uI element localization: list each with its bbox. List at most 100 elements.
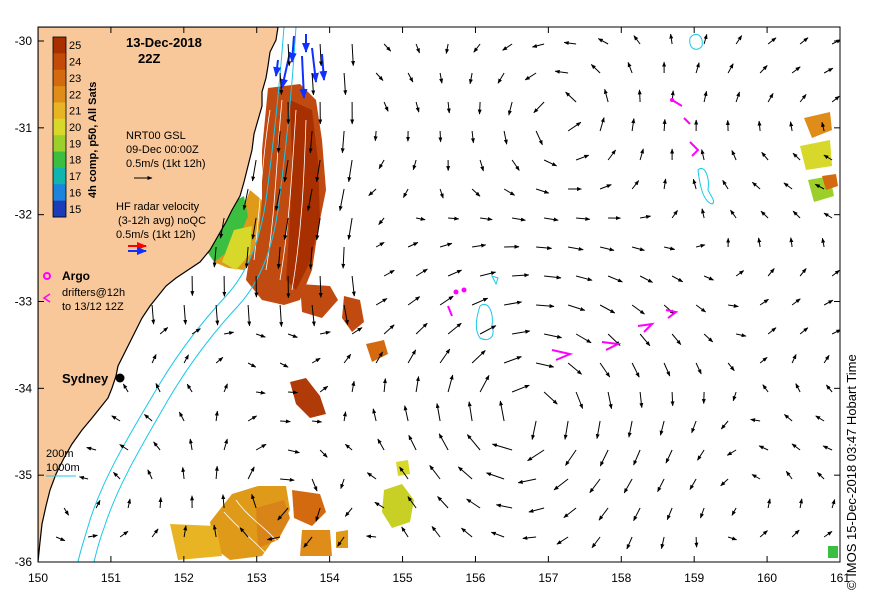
current-arrow bbox=[791, 66, 801, 74]
current-arrow bbox=[639, 333, 651, 347]
current-arrow bbox=[308, 246, 313, 270]
current-arrow bbox=[553, 478, 569, 491]
current-arrow bbox=[223, 383, 228, 393]
current-arrow bbox=[158, 497, 163, 509]
current-arrow bbox=[703, 33, 708, 45]
y-tick-label: -31 bbox=[15, 121, 33, 135]
colorbar-segment bbox=[53, 37, 66, 54]
current-arrow bbox=[223, 438, 228, 451]
current-arrow bbox=[95, 499, 101, 509]
current-arrow bbox=[479, 271, 497, 277]
current-arrow bbox=[799, 268, 807, 277]
current-arrow bbox=[591, 536, 601, 549]
current-arrow bbox=[151, 353, 157, 364]
current-arrow bbox=[340, 130, 345, 154]
current-arrow bbox=[512, 329, 531, 335]
current-arrow bbox=[823, 212, 833, 219]
current-arrow bbox=[535, 188, 550, 194]
current-arrow bbox=[402, 188, 409, 198]
current-arrow bbox=[344, 507, 353, 517]
current-arrow bbox=[757, 237, 762, 248]
current-arrow bbox=[280, 477, 295, 482]
current-arrow bbox=[700, 149, 705, 161]
current-vectors bbox=[55, 33, 840, 550]
current-arrow bbox=[631, 246, 645, 252]
current-arrow bbox=[544, 217, 559, 222]
current-arrow bbox=[821, 237, 826, 248]
current-arrow bbox=[343, 72, 348, 96]
current-arrow bbox=[750, 418, 761, 423]
current-arrow bbox=[183, 304, 188, 325]
current-arrow bbox=[575, 333, 592, 344]
current-arrow bbox=[631, 362, 640, 378]
colorbar-tick-label: 20 bbox=[69, 122, 81, 134]
current-arrow bbox=[599, 246, 615, 252]
current-arrow bbox=[791, 529, 800, 538]
offshore-contours bbox=[475, 33, 715, 340]
current-arrow bbox=[831, 499, 836, 509]
current-arrow bbox=[512, 217, 526, 222]
current-arrow bbox=[823, 354, 830, 364]
current-arrow bbox=[795, 383, 801, 393]
current-arrow bbox=[277, 507, 289, 521]
current-arrow bbox=[522, 535, 537, 540]
current-arrow bbox=[691, 420, 697, 434]
current-arrow bbox=[341, 246, 346, 269]
current-arrow bbox=[767, 327, 777, 335]
current-arrow bbox=[373, 130, 378, 142]
current-arrow bbox=[212, 246, 217, 268]
current-arrow bbox=[831, 269, 840, 277]
current-arrow bbox=[599, 304, 616, 314]
current-arrow bbox=[689, 478, 697, 490]
current-arrow bbox=[383, 43, 392, 52]
current-arrow bbox=[435, 403, 441, 422]
current-arrow bbox=[375, 241, 385, 248]
current-arrow bbox=[439, 188, 444, 199]
current-arrow bbox=[503, 130, 508, 145]
current-arrow bbox=[692, 178, 697, 190]
current-arrow bbox=[470, 130, 475, 144]
current-arrow bbox=[507, 101, 513, 116]
current-arrow bbox=[607, 275, 623, 283]
y-axis: -30 -31 -32 -33 -34 -35 -36 bbox=[15, 34, 840, 569]
current-arrow bbox=[785, 470, 793, 480]
current-arrow bbox=[567, 304, 586, 311]
current-arrow bbox=[466, 434, 481, 451]
current-arrow bbox=[565, 449, 577, 466]
current-arrow bbox=[784, 414, 793, 422]
current-arrow bbox=[767, 37, 777, 45]
x-tick-label: 161 bbox=[830, 571, 850, 585]
current-arrow bbox=[762, 384, 769, 393]
current-arrow bbox=[599, 184, 612, 190]
colorbar-segment bbox=[53, 200, 66, 218]
current-arrow bbox=[86, 446, 97, 451]
sydney-marker bbox=[115, 373, 125, 383]
current-arrow bbox=[639, 148, 644, 161]
current-arrow bbox=[446, 101, 451, 114]
colorbar-tick-label: 19 bbox=[69, 138, 81, 150]
current-arrow bbox=[375, 351, 384, 364]
current-arrow bbox=[311, 304, 316, 327]
current-arrow bbox=[633, 449, 641, 466]
current-arrow bbox=[378, 159, 385, 170]
current-arrow bbox=[563, 507, 577, 518]
current-arrow bbox=[155, 383, 161, 393]
current-arrow bbox=[607, 149, 616, 161]
current-arrow bbox=[283, 217, 289, 241]
current-arrow bbox=[457, 466, 473, 480]
current-arrow bbox=[439, 348, 451, 364]
current-arrow bbox=[319, 330, 331, 335]
current-arrow bbox=[599, 362, 611, 378]
drifters-to-label: to 13/12 12Z bbox=[62, 301, 124, 313]
current-arrow bbox=[415, 101, 420, 113]
colorbar-label: 4h comp, p50, All Sats bbox=[87, 82, 99, 198]
current-arrow bbox=[347, 217, 353, 240]
current-arrow bbox=[751, 474, 761, 480]
current-arrow bbox=[183, 354, 189, 364]
current-arrow bbox=[439, 72, 444, 84]
colorbar-segment bbox=[53, 102, 66, 120]
isobaths bbox=[77, 27, 297, 562]
current-arrow bbox=[186, 383, 193, 393]
current-arrow bbox=[311, 72, 316, 96]
current-arrow bbox=[224, 331, 235, 336]
